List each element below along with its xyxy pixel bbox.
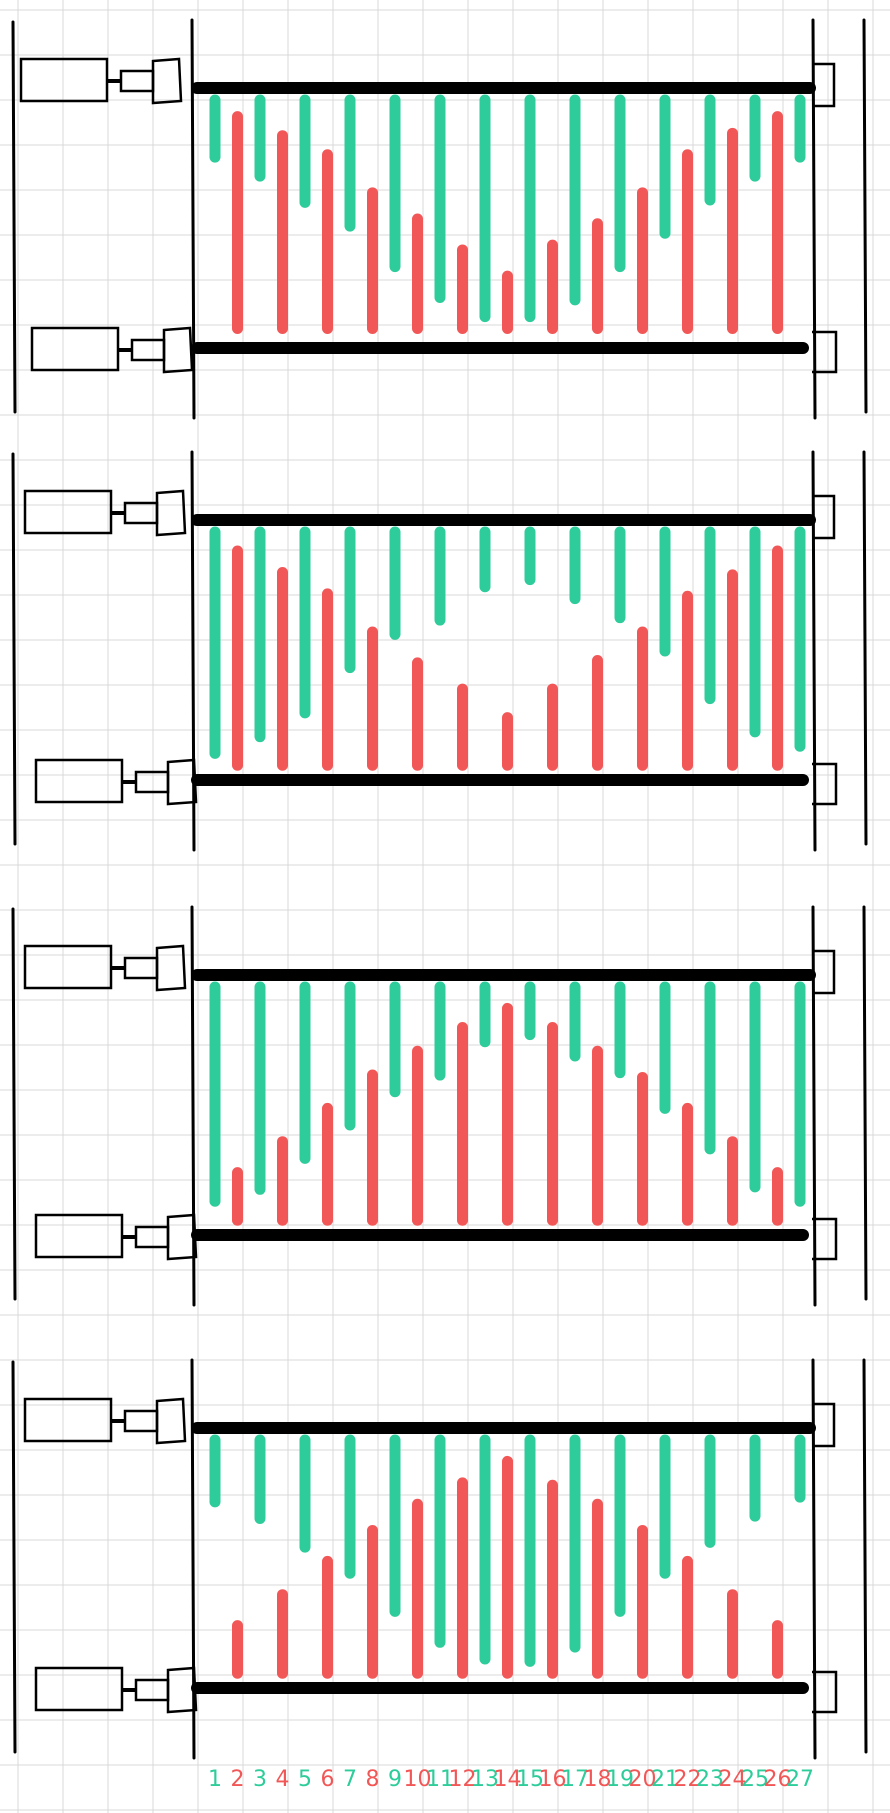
bottom-left-connector [34,1666,198,1714]
bar-number-label: 24 [719,1767,747,1792]
top-right-cap [812,949,836,995]
connector-box [30,326,120,372]
connector-clamp [155,1397,187,1445]
top-right-cap [812,1402,836,1448]
bar-number-label: 11 [426,1767,454,1792]
panel-2 [11,450,868,852]
connector-coupler [134,1678,170,1702]
bottom-left-connector [34,758,198,806]
bottom-left-connector [34,1213,198,1261]
top-left-connector [23,1397,187,1445]
top-right-cap [812,62,836,108]
connector-clamp [162,326,194,374]
bar-number-label: 4 [276,1767,290,1792]
frame-left-inner [190,450,196,852]
panel-4 [11,1358,868,1760]
bar-number-label: 12 [449,1767,477,1792]
bar-number-label: 2 [231,1767,245,1792]
connector-box [23,944,113,990]
bar-number-label: 20 [629,1767,657,1792]
connector-clamp [166,1666,198,1714]
frame-right-inner [811,905,817,1307]
bar-number-label: 8 [366,1767,380,1792]
frame-right-outer [862,18,868,414]
bottom-right-cap [812,330,838,374]
bar-number-label: 5 [298,1767,312,1792]
bar-number-label: 7 [343,1767,357,1792]
bar-number-label: 19 [606,1767,634,1792]
bottom-left-connector [30,326,194,374]
bar-number-label: 3 [253,1767,267,1792]
top-right-cap [812,494,836,540]
frame-left-outer [11,907,17,1301]
bottom-right-cap [812,1217,838,1261]
connector-coupler [134,1225,170,1249]
bar-number-label: 26 [764,1767,792,1792]
top-left-connector [23,944,187,992]
bar-number-label: 15 [516,1767,544,1792]
connector-coupler [123,956,159,980]
connector-box [19,57,109,103]
bar-number-label: 6 [321,1767,335,1792]
bar-number-label: 22 [674,1767,702,1792]
frame-left-outer [11,20,17,414]
connector-coupler [119,69,155,93]
frame-left-inner [190,905,196,1307]
connector-box [34,1666,124,1712]
frame-right-inner [811,1358,817,1760]
connector-clamp [155,489,187,537]
frame-right-inner [811,18,817,420]
frame-right-outer [862,1358,868,1754]
panels [11,18,868,1760]
connector-coupler [130,338,166,362]
frame-left-outer [11,1360,17,1754]
bar-number-label: 25 [741,1767,769,1792]
connector-box [34,758,124,804]
top-left-connector [23,489,187,537]
connector-coupler [123,1409,159,1433]
bar-number-row: 1 2 3 4 5 6 7 8 9 1011121314151617181920212223242… [208,1767,814,1792]
bar-number-label: 10 [404,1767,432,1792]
top-left-connector [19,57,183,105]
connector-clamp [151,57,183,105]
bar-number-label: 18 [584,1767,612,1792]
bottom-right-cap [812,1670,838,1714]
connector-coupler [123,501,159,525]
connector-box [34,1213,124,1259]
panel-1 [11,18,868,420]
bar-number-label: 27 [786,1767,814,1792]
connector-box [23,489,113,535]
bar-number-label: 16 [539,1767,567,1792]
frame-right-inner [811,450,817,852]
bar-number-label: 14 [494,1767,522,1792]
bar-number-label: 13 [471,1767,499,1792]
bar-number-label: 21 [651,1767,679,1792]
frame-right-outer [862,905,868,1301]
bar-number-label: 17 [561,1767,589,1792]
connector-clamp [166,758,198,806]
frame-left-inner [190,1358,196,1760]
bottom-right-cap [812,762,838,806]
bar-number-label: 9 [388,1767,402,1792]
bar-number-label: 23 [696,1767,724,1792]
bar-number-label: 1 [208,1767,222,1792]
connector-clamp [166,1213,198,1261]
panel-3 [11,905,868,1307]
frame-right-outer [862,450,868,846]
connector-clamp [155,944,187,992]
frame-left-outer [11,452,17,846]
